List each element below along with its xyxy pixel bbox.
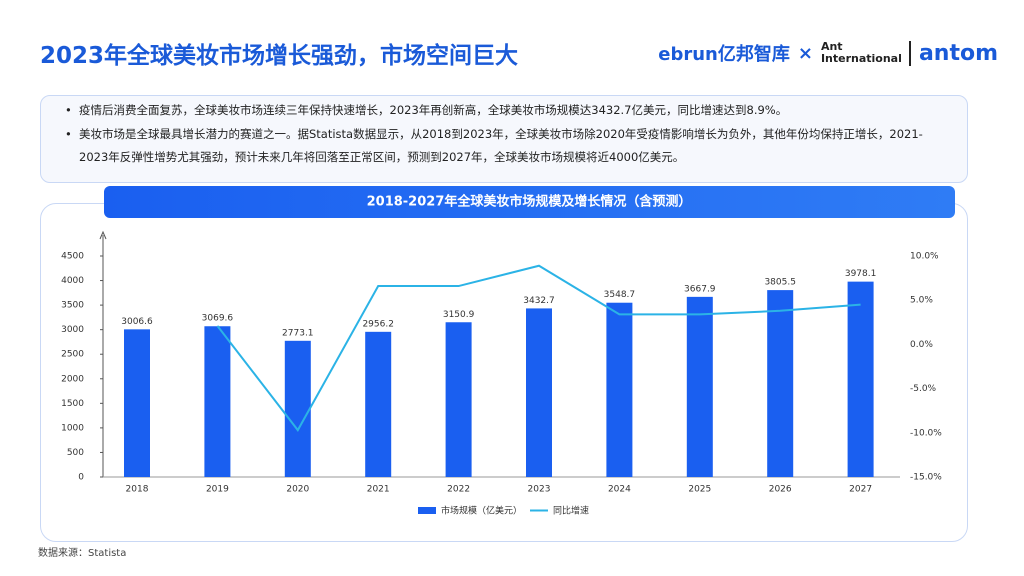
bar: [606, 302, 633, 477]
y-tick-label: 1500: [61, 399, 84, 409]
bullet: 疫情后消费全面复苏，全球美妆市场连续三年保持快速增长，2023年再创新高，全球美…: [65, 99, 949, 122]
axis-arrow: [99, 230, 107, 240]
y-tick-label: 500: [67, 448, 84, 458]
bar: [445, 322, 472, 477]
bar: [124, 329, 150, 477]
logo: ×: [797, 42, 813, 64]
y-tick-label: 3000: [61, 325, 84, 335]
y-tick-label: 3500: [61, 301, 84, 311]
x-tick-label: 2025: [688, 485, 711, 495]
bar: [204, 326, 231, 477]
y2-tick-label: -5.0%: [910, 384, 937, 394]
data-label: 2956.2: [362, 319, 394, 329]
x-tick-label: 2022: [447, 485, 470, 495]
y-tick-label: 0: [78, 473, 84, 483]
bar: [365, 331, 392, 477]
bar: [284, 340, 311, 477]
y2-tick-label: 0.0%: [910, 340, 933, 350]
data-label: 2773.1: [282, 328, 314, 338]
x-tick-label: 2020: [286, 485, 309, 495]
x-tick-label: 2024: [608, 485, 631, 495]
chart-title: 2018-2027年全球美妆市场规模及增长情况（含预测）: [367, 194, 692, 210]
logo: ebrun亿邦智库: [658, 44, 790, 65]
bullet-box: 疫情后消费全面复苏，全球美妆市场连续三年保持快速增长，2023年再创新高，全球美…: [40, 95, 968, 183]
logos: ebrun亿邦智库 × Ant International antom: [658, 40, 998, 66]
data-label: 3432.7: [523, 296, 555, 306]
x-tick-label: 2018: [126, 485, 149, 495]
logo: antom: [908, 40, 998, 66]
data-label: 3548.7: [604, 290, 636, 300]
y2-tick-label: 5.0%: [910, 296, 933, 306]
data-label: 3006.6: [121, 317, 153, 327]
y-tick-label: 2000: [61, 374, 84, 384]
bar: [526, 308, 552, 477]
bar: [767, 290, 794, 477]
bullet: 美妆市场是全球最具增长潜力的赛道之一。据Statista数据显示，从2018到2…: [65, 123, 949, 169]
y2-tick-label: 10.0%: [910, 252, 939, 262]
data-label: 3978.1: [845, 269, 877, 279]
y-tick-label: 4500: [61, 252, 84, 262]
legend-label: 同比增速: [553, 505, 589, 517]
data-label: 3667.9: [684, 284, 716, 294]
x-tick-label: 2027: [849, 485, 872, 495]
legend-swatch: [418, 507, 436, 514]
x-tick-label: 2019: [206, 485, 229, 495]
data-label: 3805.5: [764, 278, 796, 288]
y-tick-label: 4000: [61, 276, 84, 286]
source: 数据来源：Statista: [38, 548, 127, 559]
x-tick-label: 2023: [528, 485, 551, 495]
data-label: 3069.6: [202, 314, 234, 324]
y-tick-label: 1000: [61, 423, 84, 433]
y2-tick-label: -10.0%: [910, 428, 942, 438]
x-tick-label: 2021: [367, 485, 390, 495]
y-tick-label: 2500: [61, 350, 84, 360]
logo: Ant International: [820, 40, 902, 65]
line: [216, 264, 861, 432]
title: 2023年全球美妆市场增长强劲，市场空间巨大: [40, 43, 519, 69]
bar: [686, 296, 713, 477]
legend-label: 市场规模（亿美元）: [441, 505, 522, 517]
bar: [847, 281, 874, 477]
x-tick-label: 2026: [769, 485, 792, 495]
y2-tick-label: -15.0%: [910, 473, 942, 483]
chart-title-bg: [104, 186, 955, 218]
data-label: 3150.9: [443, 310, 475, 320]
